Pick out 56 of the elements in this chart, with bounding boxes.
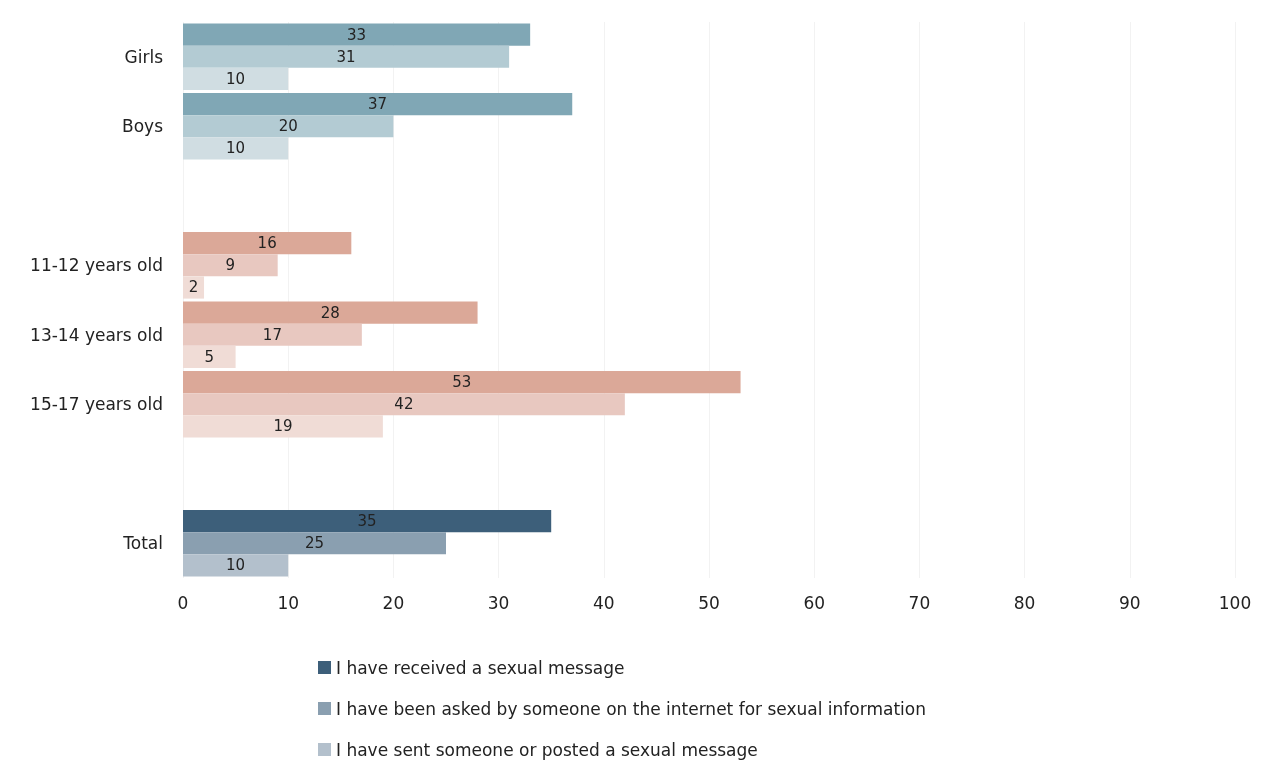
data-label: 9: [225, 256, 236, 275]
data-label: 42: [394, 395, 414, 414]
y-tick-label: 11-12 years old: [30, 255, 163, 276]
legend-label: I have been asked by someone on the internet for sexual information: [336, 698, 926, 719]
data-label: 10: [226, 556, 246, 575]
bar: [183, 254, 278, 277]
x-tick-label: 90: [1118, 592, 1141, 613]
data-label: 37: [368, 95, 388, 114]
y-tick-label: Boys: [122, 116, 164, 137]
data-label: 5: [204, 347, 215, 366]
bar: [183, 323, 362, 346]
bar: [183, 393, 625, 416]
bar: [183, 509, 552, 533]
data-label: 10: [226, 69, 246, 88]
x-tick-label: 50: [698, 592, 720, 613]
bar: [183, 23, 531, 46]
bar: [183, 92, 573, 116]
data-label: 20: [278, 117, 298, 136]
data-label: 33: [347, 25, 367, 44]
data-label: 31: [336, 47, 356, 66]
data-label: 2: [188, 278, 199, 297]
bar: [183, 532, 446, 555]
bar: [183, 345, 236, 369]
y-tick-label: 15-17 years old: [30, 394, 163, 415]
bar: [183, 370, 741, 394]
bar: [183, 45, 510, 68]
x-tick-label: 60: [803, 592, 826, 613]
x-tick-label: 20: [382, 592, 405, 613]
legend-label: I have received a sexual message: [336, 657, 625, 678]
data-label: 28: [320, 303, 340, 322]
data-label: 10: [226, 139, 246, 158]
bar: [183, 276, 205, 299]
legend-label: I have sent someone or posted a sexual message: [336, 739, 758, 760]
bar: [183, 415, 383, 438]
y-tick-label: Total: [122, 533, 163, 554]
data-label: 25: [304, 534, 325, 553]
bar: [183, 67, 289, 91]
bar: [183, 137, 289, 160]
x-tick-label: 0: [177, 592, 189, 613]
y-tick-label: 13-14 years old: [30, 324, 163, 345]
x-tick-label: 30: [487, 592, 510, 613]
x-tick-label: 10: [277, 592, 300, 613]
x-tick-label: 100: [1218, 592, 1252, 613]
data-label: 35: [357, 512, 377, 531]
bar: [183, 301, 478, 324]
data-label: 16: [257, 234, 277, 253]
bar: [183, 554, 289, 577]
data-label: 53: [452, 373, 472, 392]
x-tick-label: 80: [1013, 592, 1036, 613]
bar: [183, 115, 394, 138]
bar: [183, 231, 352, 255]
y-tick-label: Girls: [124, 46, 164, 67]
x-tick-label: 70: [908, 592, 931, 613]
data-label: 17: [262, 325, 282, 344]
data-label: 19: [273, 417, 293, 436]
x-tick-label: 40: [592, 592, 615, 613]
